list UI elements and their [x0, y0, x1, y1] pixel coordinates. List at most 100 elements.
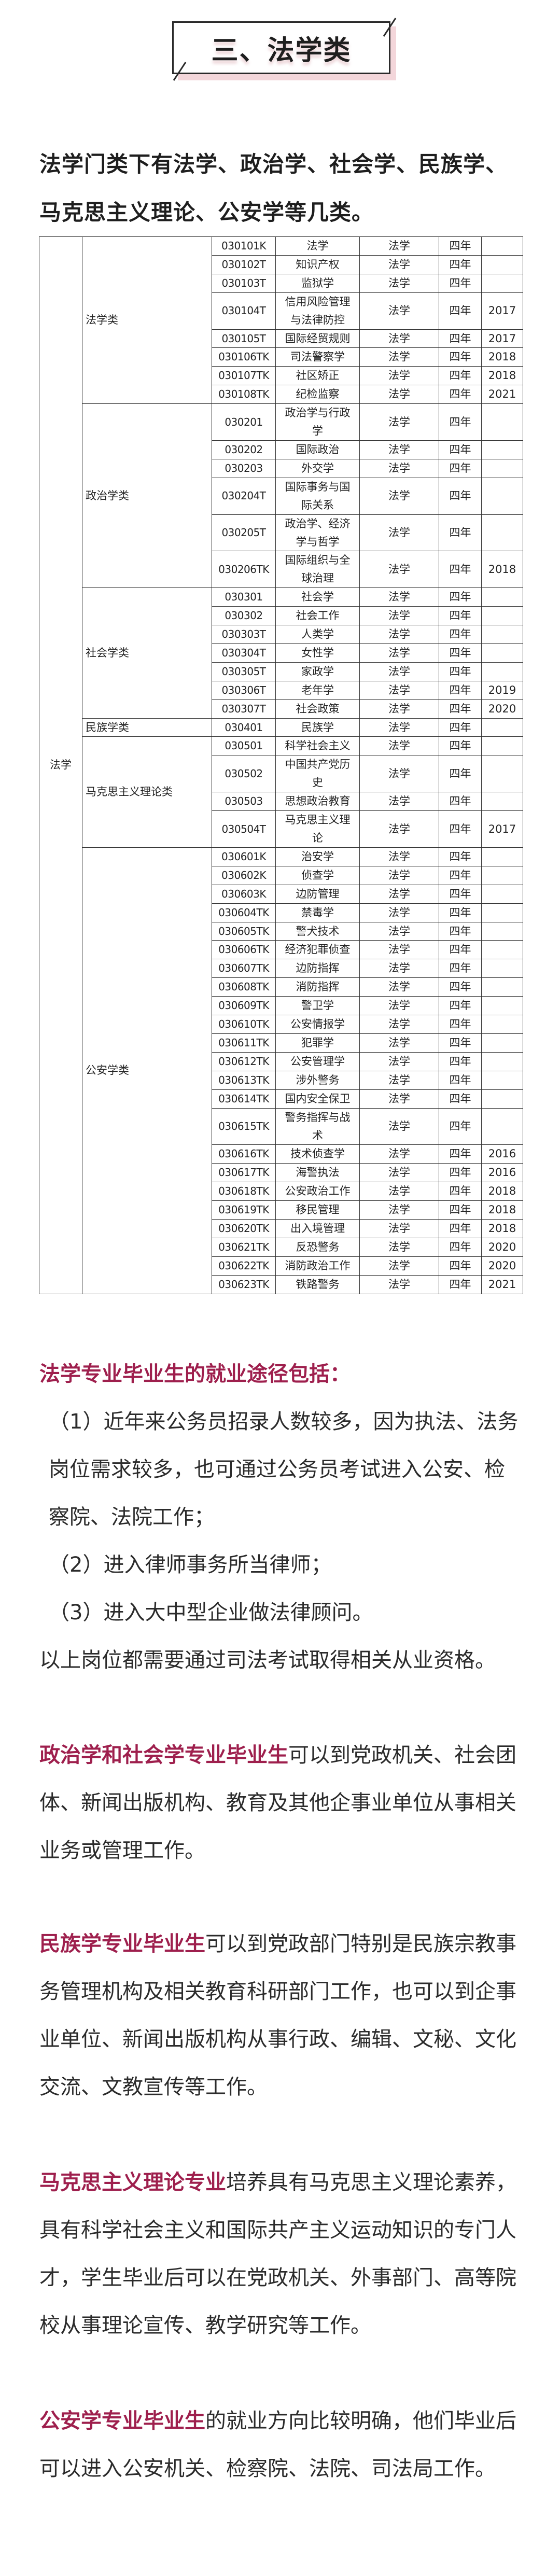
table-row: 030608TK 消防指挥 法学 四年 [39, 977, 523, 997]
major-name-cell: 老年学 [275, 680, 360, 700]
major-duration-cell: 四年 [439, 996, 482, 1016]
major-year-cell [481, 273, 523, 293]
table-row: 030103T 监狱学 法学 四年 [39, 273, 523, 293]
law-item-1: （1）近年来公务员招录人数较多，因为执法、法务岗位需求较多，也可通过公务员考试进… [49, 1410, 519, 1529]
marxism-paragraph: 马克思主义理论专业培养具有马克思主义理论素养，具有科学社会主义和国际共产主义运动… [39, 2159, 522, 2349]
major-year-cell: 2016 [481, 1163, 523, 1183]
major-year-cell [481, 1015, 523, 1034]
marxism-text: 培养具有马克思主义理论素养，具有科学社会主义和国际共产主义运动知识的专门人才，学… [39, 2171, 516, 2337]
major-name-cell: 公安管理学 [275, 1052, 360, 1071]
major-duration-cell: 四年 [439, 865, 482, 885]
major-duration-cell: 四年 [439, 551, 482, 589]
section-title-box: 三、法学类 [172, 21, 390, 74]
major-year-cell [481, 662, 523, 681]
major-year-cell [481, 458, 523, 478]
major-code-cell: 030620TK [212, 1219, 276, 1238]
major-year-cell [481, 587, 523, 607]
major-category-cell: 法学 [359, 1200, 439, 1220]
law-item-2: （2）进入律师事务所当律师； [49, 1553, 332, 1577]
major-name-cell: 人类学 [275, 625, 360, 644]
major-code-cell: 030619TK [212, 1200, 276, 1220]
major-duration-cell: 四年 [439, 940, 482, 960]
major-code-cell: 030302 [212, 606, 276, 626]
table-row: 030604TK 禁毒学 法学 四年 [39, 903, 523, 922]
major-name-cell: 犯罪学 [275, 1033, 360, 1053]
major-code-cell: 030304T [212, 643, 276, 663]
major-name-cell: 消防政治工作 [275, 1256, 360, 1276]
table-row: 030504T 马克思主义理论 法学 四年 2017 [39, 810, 523, 848]
major-name-cell: 警犬技术 [275, 921, 360, 941]
major-name-cell: 消防指挥 [275, 977, 360, 997]
major-name-cell: 警卫学 [275, 996, 360, 1016]
major-year-cell [481, 996, 523, 1016]
major-year-cell [481, 865, 523, 885]
major-category-cell: 法学 [359, 625, 439, 644]
major-name-cell: 反恐警务 [275, 1237, 360, 1257]
major-duration-cell: 四年 [439, 1033, 482, 1053]
major-code-cell: 030603K [212, 884, 276, 904]
discipline-cell: 法学 [39, 236, 82, 1294]
major-category-cell: 法学 [359, 587, 439, 607]
major-code-cell: 030615TK [212, 1108, 276, 1145]
major-year-cell: 2020 [481, 1237, 523, 1257]
table-row: 030616TK 技术侦查学 法学 四年 2016 [39, 1144, 523, 1164]
ethnology-text: 可以到党政部门特别是民族宗教事务管理机构及相关教育科研部门工作，也可以到企事业单… [39, 1932, 516, 2099]
major-category-cell: 法学 [359, 255, 439, 274]
major-duration-cell: 四年 [439, 1144, 482, 1164]
major-name-cell: 政治学与行政学 [275, 403, 360, 441]
major-category-cell: 法学 [359, 847, 439, 866]
law-heading: 法学专业毕业生的就业途径包括： [39, 1362, 351, 1386]
major-year-cell: 2017 [481, 329, 523, 348]
law-section: 法学专业毕业生的就业途径包括： （1）近年来公务员招录人数较多，因为执法、法务岗… [39, 1350, 522, 1684]
major-category-cell: 法学 [359, 440, 439, 459]
major-code-cell: 030205T [212, 514, 276, 552]
major-code-cell: 030301 [212, 587, 276, 607]
major-year-cell [481, 477, 523, 515]
table-row: 030614TK 国内安全保卫 法学 四年 [39, 1089, 523, 1109]
major-code-cell: 030502 [212, 755, 276, 793]
major-name-cell: 政治学、经济学与哲学 [275, 514, 360, 552]
table-row: 法学 法学类 030101K 法学 法学 四年 [39, 236, 523, 1294]
major-category-cell: 法学 [359, 1182, 439, 1201]
major-year-cell: 2021 [481, 385, 523, 404]
major-year-cell: 2021 [481, 1275, 523, 1294]
politics-highlight: 政治学和社会学专业毕业生 [39, 1743, 288, 1767]
major-category-cell: 法学 [359, 1052, 439, 1071]
table-row: 030305T 家政学 法学 四年 [39, 662, 523, 681]
major-duration-cell: 四年 [439, 1256, 482, 1276]
major-name-cell: 外交学 [275, 458, 360, 478]
table-row: 030623TK 铁路警务 法学 四年 2021 [39, 1275, 523, 1294]
group-cell: 社会学类 [82, 587, 212, 719]
major-duration-cell: 四年 [439, 718, 482, 737]
major-year-cell: 2017 [481, 292, 523, 330]
major-duration-cell: 四年 [439, 921, 482, 941]
major-year-cell [481, 625, 523, 644]
table-row: 030622TK 消防政治工作 法学 四年 2020 [39, 1256, 523, 1276]
table-row: 030610TK 公安情报学 法学 四年 [39, 1015, 523, 1034]
major-name-cell: 法学 [275, 236, 360, 256]
major-year-cell [481, 959, 523, 978]
major-code-cell: 030604TK [212, 903, 276, 922]
table-row: 030503 思想政治教育 法学 四年 [39, 792, 523, 811]
major-name-cell: 技术侦查学 [275, 1144, 360, 1164]
table-row: 030106TK 司法警察学 法学 四年 2018 [39, 347, 523, 367]
major-category-cell: 法学 [359, 810, 439, 848]
group-cell: 马克思主义理论类 [82, 736, 212, 848]
major-name-cell: 信用风险管理与法律防控 [275, 292, 360, 330]
major-duration-cell: 四年 [439, 792, 482, 811]
major-duration-cell: 四年 [439, 366, 482, 386]
major-duration-cell: 四年 [439, 1182, 482, 1201]
major-category-cell: 法学 [359, 403, 439, 441]
section-title: 三、法学类 [211, 35, 352, 66]
group-cell: 法学类 [82, 236, 212, 404]
major-name-cell: 治安学 [275, 847, 360, 866]
ethnology-paragraph: 民族学专业毕业生可以到党政部门特别是民族宗教事务管理机构及相关教育科研部门工作，… [39, 1920, 522, 2111]
table-row: 030621TK 反恐警务 法学 四年 2020 [39, 1237, 523, 1257]
major-name-cell: 边防指挥 [275, 959, 360, 978]
major-year-cell [481, 792, 523, 811]
table-row: 030202 国际政治 法学 四年 [39, 440, 523, 459]
major-category-cell: 法学 [359, 699, 439, 719]
table-row: 社会学类 030301 社会学 法学 四年 [39, 587, 523, 719]
police-paragraph: 公安学专业毕业生的就业方向比较明确，他们毕业后可以进入公安机关、检察院、法院、司… [39, 2397, 522, 2493]
major-year-cell [481, 847, 523, 866]
